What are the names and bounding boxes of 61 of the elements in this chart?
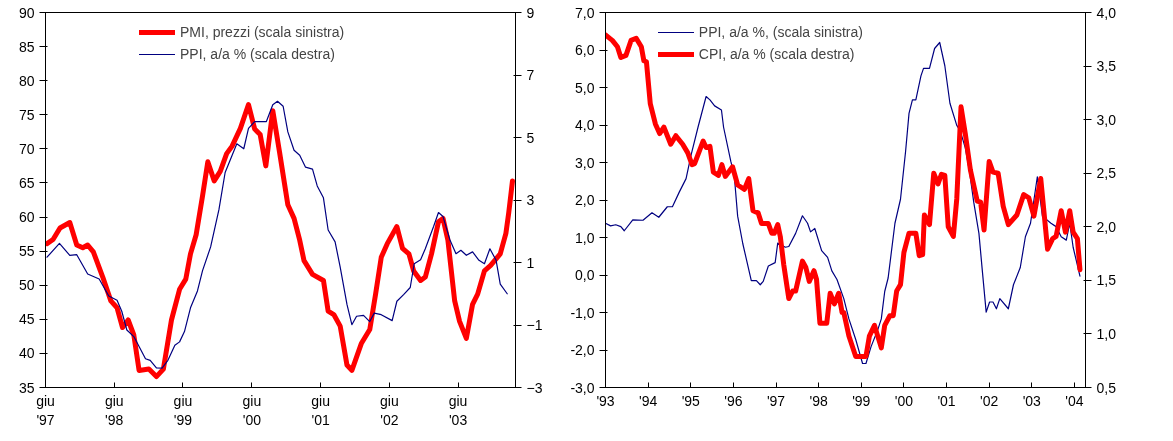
y2-tick-label: 1,0 xyxy=(1096,325,1117,342)
y2-tick-label: 3 xyxy=(526,192,535,208)
y-tick-label: -1,0 xyxy=(570,304,595,321)
y2-tick-label: 0,5 xyxy=(1096,379,1117,396)
legend-label: PMI, prezzi (scala sinistra) xyxy=(180,23,345,41)
legend-label: PPI, a/a % (scala destra) xyxy=(180,45,335,63)
y-tick-label: 0,0 xyxy=(575,267,595,283)
y2-tick-label: 2,5 xyxy=(1096,165,1117,182)
y-tick-label: 7,0 xyxy=(575,4,595,21)
x-tick-label: '00 xyxy=(894,392,914,409)
x-tick-label: '95 xyxy=(681,392,701,409)
legend-label: CPI, a/a % (scala destra) xyxy=(698,45,855,63)
y-tick-label: 65 xyxy=(18,174,35,191)
y2-tick-label: 1 xyxy=(526,254,535,271)
y-tick-label: 1,0 xyxy=(575,229,595,246)
x-tick-label: giu '02 xyxy=(380,392,399,428)
x-tick-label: '98 xyxy=(809,392,828,409)
y-tick-label: 40 xyxy=(18,345,35,362)
y-tick-label: 60 xyxy=(18,209,35,226)
y-tick-label: 85 xyxy=(18,38,35,55)
y2-tick-label: 7 xyxy=(526,67,535,83)
x-tick-label: '04 xyxy=(1065,392,1084,409)
y2-tick-label: −1 xyxy=(526,317,543,333)
y-tick-label: 6,0 xyxy=(575,42,595,58)
y2-tick-label: 3,5 xyxy=(1096,58,1117,75)
x-tick-label: '93 xyxy=(596,392,615,409)
y-tick-label: -2,0 xyxy=(570,342,595,358)
y2-tick-label: 2,0 xyxy=(1096,218,1117,235)
y-tick-label: 4,0 xyxy=(575,117,595,133)
y-tick-label: 70 xyxy=(18,140,35,157)
x-tick-label: '94 xyxy=(639,392,658,409)
x-tick-label: giu '98 xyxy=(104,392,124,428)
x-tick-label: '03 xyxy=(1022,392,1042,409)
y-tick-label: 55 xyxy=(18,243,35,260)
x-tick-label: '99 xyxy=(852,392,871,409)
y2-tick-label: 4,0 xyxy=(1096,4,1117,21)
y2-tick-label: 9 xyxy=(526,4,535,21)
y2-tick-label: 3,0 xyxy=(1096,111,1117,128)
y-tick-label: 50 xyxy=(18,277,35,294)
x-tick-label: giu '00 xyxy=(242,392,262,428)
y-tick-label: 5,0 xyxy=(575,79,595,96)
x-tick-label: giu '97 xyxy=(36,392,55,428)
legend-label: PPI, a/a %, (scala sinistra) xyxy=(698,23,863,41)
x-tick-label: '01 xyxy=(937,392,956,409)
y-tick-label: 90 xyxy=(18,4,35,21)
y2-tick-label: 5 xyxy=(526,129,535,146)
y-tick-label: 3,0 xyxy=(575,154,595,171)
x-tick-label: '97 xyxy=(766,392,786,409)
y-tick-label: 45 xyxy=(18,311,35,328)
y-tick-label: 2,0 xyxy=(575,192,595,208)
y-tick-label: -3,0 xyxy=(570,379,595,396)
x-tick-label: '96 xyxy=(724,392,743,409)
y-tick-label: 35 xyxy=(18,379,35,396)
y2-tick-label: −3 xyxy=(526,379,543,396)
y-tick-label: 75 xyxy=(18,106,35,123)
y-tick-label: 80 xyxy=(18,72,35,89)
x-tick-label: '02 xyxy=(980,392,999,409)
y2-tick-label: 1,5 xyxy=(1096,272,1117,289)
x-tick-label: giu '01 xyxy=(311,392,330,428)
x-tick-label: giu '99 xyxy=(173,392,193,428)
x-tick-label: giu '03 xyxy=(448,392,468,428)
